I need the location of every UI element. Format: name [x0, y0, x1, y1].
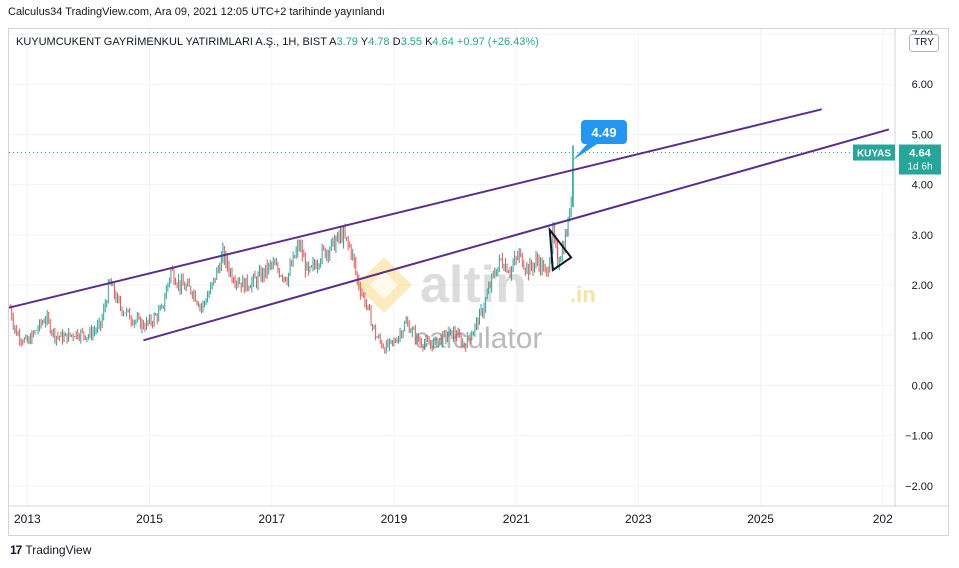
y-tick-label: 4.00	[912, 180, 933, 192]
close-label: K	[425, 36, 433, 48]
y-tick-label: 6.00	[912, 79, 933, 91]
countdown-text: 1d 6h	[907, 162, 932, 173]
x-tick-label: 202	[873, 512, 893, 526]
low-value: 3.55	[400, 36, 422, 48]
price-callout-box	[580, 120, 627, 145]
last-price-text: 4.64	[909, 148, 931, 160]
high-label: Y	[360, 36, 369, 48]
change-value: +0.97 (+26.43%)	[456, 36, 539, 48]
y-tick-label: −1.00	[905, 431, 933, 443]
symbol-title: KUYUMCUKENT GAYRİMENKUL YATIRIMLARI A.Ş.…	[16, 36, 327, 48]
y-tick-label: −2.00	[905, 481, 933, 493]
drawings[interactable]: 4.49	[8, 108, 895, 342]
x-tick-label: 2017	[258, 512, 285, 526]
symbol-legend: KUYUMCUKENT GAYRİMENKUL YATIRIMLARI A.Ş.…	[16, 36, 539, 48]
price-series	[9, 145, 574, 354]
y-tick-label: 0.00	[912, 380, 933, 392]
symbol-badge	[853, 144, 895, 161]
publish-info: Calculus34 TradingView.com, Ara 09, 2021…	[8, 6, 385, 18]
x-tick-label: 2023	[625, 512, 652, 526]
x-tick-label: 2019	[381, 512, 408, 526]
y-tick-label: 3.00	[912, 230, 933, 242]
tradingview-logo-icon: 17	[10, 543, 22, 557]
symbol-badge-text: KUYAS	[857, 149, 891, 160]
close-value: 4.64	[432, 36, 454, 48]
x-tick-label: 2021	[503, 512, 530, 526]
price-axis[interactable]: 7.006.005.004.003.002.001.000.00−1.00−2.…	[905, 29, 933, 493]
time-axis[interactable]: 2013 2015 2017 2019 2021 2023 2025 202	[14, 512, 893, 526]
chart-frame	[8, 28, 949, 536]
watermark-suffix: .in	[570, 282, 596, 307]
low-label: D	[392, 36, 401, 48]
footer-brand: TradingView	[25, 543, 92, 557]
price-badges: KUYAS 4.64 1d 6h	[853, 144, 941, 175]
open-label: A	[329, 36, 337, 48]
x-tick-label: 2025	[747, 512, 774, 526]
y-tick-label: 1.00	[912, 330, 933, 342]
price-callout-pointer	[572, 144, 597, 161]
watermark-brand: altin	[420, 256, 527, 314]
grid	[9, 29, 895, 506]
channel-upper-line	[8, 108, 822, 309]
channel-lower-line	[143, 128, 890, 342]
y-tick-label: 2.00	[912, 280, 933, 292]
x-tick-label: 2013	[14, 512, 41, 526]
y-tick-label: 5.00	[912, 129, 933, 141]
open-value: 3.79	[336, 36, 358, 48]
footer: 17 TradingView	[10, 543, 91, 557]
x-tick-label: 2015	[136, 512, 163, 526]
triangle-pattern	[548, 226, 573, 272]
high-value: 4.78	[368, 36, 390, 48]
price-callout-text: 4.49	[591, 125, 616, 140]
currency-button[interactable]: TRY	[909, 34, 939, 52]
last-price-badge	[899, 144, 941, 175]
altin-logo-icon	[356, 257, 412, 313]
